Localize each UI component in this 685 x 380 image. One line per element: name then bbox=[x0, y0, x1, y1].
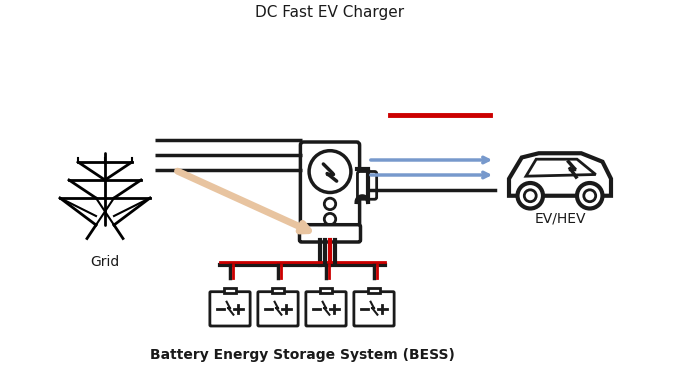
FancyBboxPatch shape bbox=[354, 292, 394, 326]
Circle shape bbox=[524, 190, 536, 202]
FancyBboxPatch shape bbox=[358, 171, 377, 199]
Text: EV/HEV: EV/HEV bbox=[534, 212, 586, 226]
FancyBboxPatch shape bbox=[301, 142, 360, 233]
Circle shape bbox=[324, 198, 336, 210]
Circle shape bbox=[324, 214, 336, 225]
FancyBboxPatch shape bbox=[299, 225, 360, 242]
Circle shape bbox=[517, 183, 543, 209]
Circle shape bbox=[309, 151, 351, 193]
Circle shape bbox=[584, 190, 596, 202]
Polygon shape bbox=[526, 159, 596, 176]
Text: DC Fast EV Charger: DC Fast EV Charger bbox=[256, 5, 405, 20]
Bar bbox=[272, 288, 284, 293]
Bar bbox=[224, 288, 236, 293]
Circle shape bbox=[577, 183, 603, 209]
Polygon shape bbox=[509, 153, 611, 196]
Text: Grid: Grid bbox=[90, 255, 120, 269]
Text: Battery Energy Storage System (BESS): Battery Energy Storage System (BESS) bbox=[149, 348, 454, 362]
FancyBboxPatch shape bbox=[306, 292, 346, 326]
Bar bbox=[320, 288, 332, 293]
Bar bbox=[368, 288, 380, 293]
FancyBboxPatch shape bbox=[210, 292, 250, 326]
FancyBboxPatch shape bbox=[258, 292, 298, 326]
